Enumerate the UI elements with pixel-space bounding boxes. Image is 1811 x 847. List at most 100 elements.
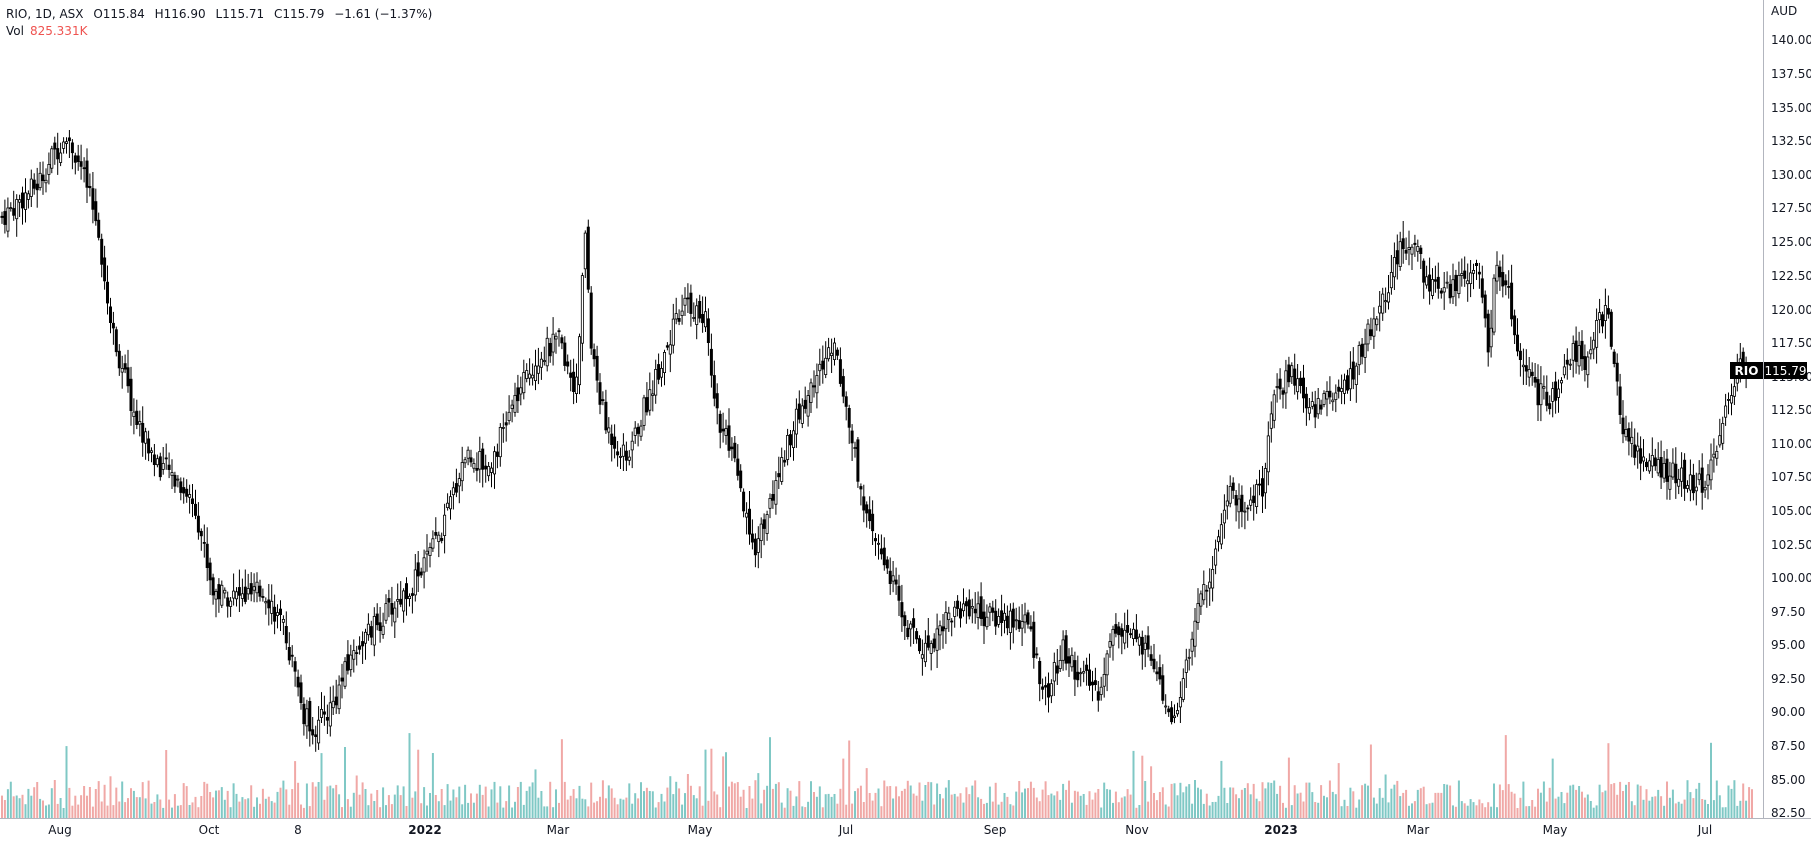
candle-body [1134, 629, 1138, 640]
candle-body [1457, 274, 1461, 294]
candle-body [366, 623, 370, 636]
volume-bar [1164, 804, 1167, 818]
candle-body [750, 533, 754, 543]
volume-bar [1364, 783, 1367, 818]
volume-bar [1070, 802, 1073, 818]
volume-bar [344, 747, 346, 818]
candle-body [970, 606, 974, 609]
volume-bar [1431, 802, 1434, 818]
candle-body [578, 336, 582, 386]
volume-bar [1150, 766, 1153, 818]
volume-bar [648, 791, 651, 818]
candle-body [1586, 356, 1590, 376]
candle-body [109, 306, 113, 323]
volume-bar [704, 749, 707, 818]
volume-bar [165, 750, 168, 818]
volume-bar [757, 773, 760, 818]
volume-bar [1267, 782, 1270, 818]
candle-body [1217, 536, 1221, 543]
volume-bar [39, 798, 42, 818]
legend-vol-label[interactable]: Vol [6, 24, 24, 38]
candle-body [554, 335, 558, 340]
candle-body [88, 185, 92, 189]
candle-body [1240, 494, 1244, 512]
volume-bar [185, 786, 188, 818]
volume-bar [1211, 802, 1214, 818]
candle-body [507, 411, 511, 421]
candle-body [155, 458, 159, 466]
candle-body [1730, 395, 1734, 404]
volume-bar [431, 753, 434, 818]
candle-body [1518, 350, 1522, 361]
volume-bar [563, 781, 566, 818]
volume-bar [830, 796, 833, 818]
candle-body [598, 382, 602, 405]
candle-body [129, 378, 133, 412]
candle-body [906, 627, 910, 638]
candle-body [665, 345, 669, 348]
legend-symbol[interactable]: RIO, 1D, ASX [6, 7, 84, 21]
volume-bar [1478, 799, 1481, 818]
candle-body [918, 638, 922, 652]
volume-bar [1120, 797, 1123, 818]
volume-bar [818, 786, 821, 818]
volume-bar [452, 789, 455, 818]
volume-bar [1006, 796, 1009, 818]
candle-body [882, 547, 886, 566]
volume-bar [569, 795, 572, 818]
candle-body [1422, 260, 1426, 283]
volume-bar [423, 787, 426, 818]
volume-bar [739, 796, 742, 818]
candle-body [144, 431, 148, 444]
price-axis[interactable]: AUD 140.00 137.50 135.00 132.50 130.00 127.50… [1771, 4, 1811, 820]
candle-body [956, 600, 960, 609]
volume-bar [253, 806, 256, 818]
volume-bar [1015, 791, 1018, 818]
price-tick-label: 117.50 [1771, 336, 1811, 350]
volume-bar [173, 794, 176, 818]
candle-body [1038, 661, 1042, 685]
candle-body [604, 401, 608, 431]
candle-body [572, 371, 576, 393]
volume-bar [1586, 794, 1589, 818]
volume-bar [1636, 784, 1639, 818]
volume-bar [1416, 789, 1419, 818]
candle-body [44, 179, 48, 184]
candle-body [897, 585, 901, 601]
candle-body [425, 550, 429, 555]
volume-bar [502, 807, 505, 818]
time-axis[interactable]: Aug Oct 8 2022 Mar May Jul Sep Nov 2023 Mar May Jul [48, 823, 1712, 837]
price-tick-label: 100.00 [1771, 571, 1811, 585]
volume-bar [1531, 800, 1534, 818]
volume-bar [599, 796, 601, 818]
candle-body [1463, 270, 1467, 279]
volume-bar [256, 797, 258, 818]
volume-bar [215, 790, 217, 818]
candle-body [950, 620, 954, 623]
candle-body [1005, 615, 1009, 629]
legend-high-value: 116.90 [163, 7, 206, 21]
volume-bar [1264, 788, 1267, 818]
volume-bar [112, 805, 115, 818]
volume-bar [1513, 793, 1516, 818]
volume-bar [1114, 791, 1117, 818]
volume-bar [610, 788, 613, 818]
candle-body [1524, 365, 1528, 372]
volume-bar [36, 782, 39, 818]
volume-bar [572, 789, 575, 818]
candle-body [378, 622, 382, 632]
volume-bar [1677, 801, 1680, 818]
candle-body [1642, 456, 1646, 462]
candle-body [1565, 359, 1569, 365]
price-tick-label: 90.00 [1771, 705, 1805, 719]
volume-bar [83, 786, 86, 818]
volume-bar [895, 786, 898, 818]
candle-body [648, 389, 652, 411]
volume-bar [1715, 780, 1718, 818]
candle-body [947, 612, 951, 620]
volume-bar [780, 802, 783, 818]
candle-body [1677, 478, 1681, 487]
volume-bar [643, 791, 645, 818]
